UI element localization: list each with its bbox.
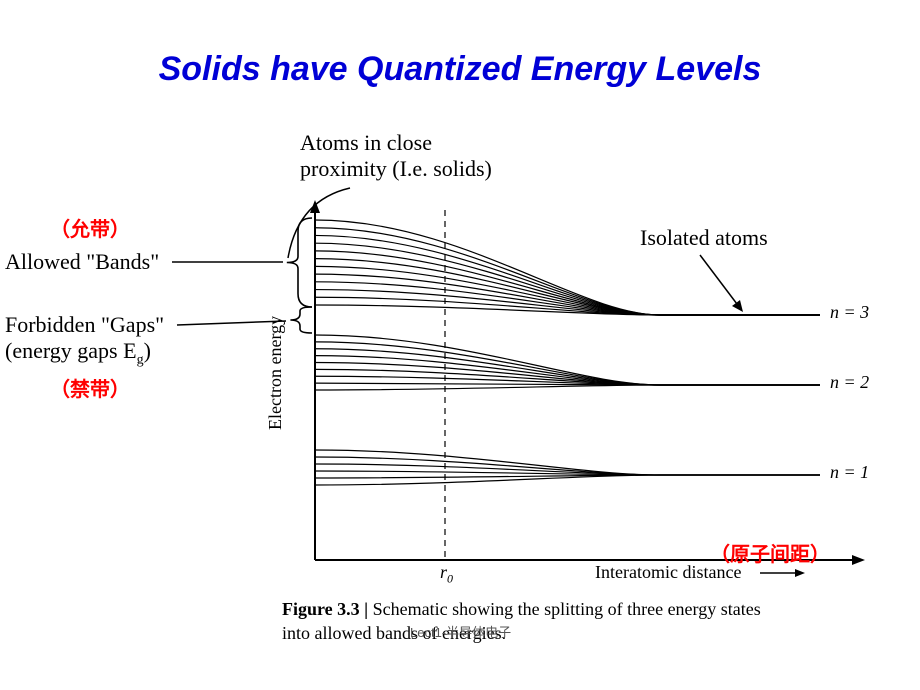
- forbidden-zh-text: （禁带）: [50, 379, 130, 401]
- r0-sub: 0: [447, 572, 453, 586]
- footer-strike-text: Lect1-半导体电子: [410, 625, 511, 640]
- distance-zh-text: （原子间距）: [710, 544, 830, 566]
- atoms-proximity-label: Atoms in close proximity (I.e. solids): [300, 130, 492, 182]
- y-axis-text: Electron energy: [265, 316, 285, 430]
- distance-zh-label: （原子间距）: [710, 538, 830, 567]
- y-axis-label: Electron energy: [265, 316, 286, 430]
- n1-text: n = 1: [830, 462, 869, 482]
- forbidden-l2-wrap: (energy gaps Eg): [5, 338, 164, 368]
- forbidden-zh-label: （禁带）: [50, 373, 130, 402]
- caption-t1: Schematic showing the splitting of three…: [368, 599, 761, 619]
- allowed-bands-text: Allowed "Bands": [5, 249, 159, 274]
- r0-label: r0: [440, 562, 453, 587]
- r0-text: r: [440, 562, 447, 582]
- n3-label: n = 3: [830, 302, 869, 323]
- allowed-zh-text: （允带）: [50, 219, 130, 241]
- isolated-atoms-text: Isolated atoms: [640, 225, 768, 250]
- forbidden-gaps-label: Forbidden "Gaps" (energy gaps Eg): [5, 312, 164, 368]
- caption-t2: into allowed bands of energies.: [282, 621, 761, 645]
- n3-text: n = 3: [830, 302, 869, 322]
- title-text: Solids have Quantized Energy Levels: [159, 50, 762, 88]
- forbidden-l2: (energy gaps E: [5, 338, 137, 363]
- page-title: Solids have Quantized Energy Levels: [0, 50, 920, 89]
- n1-label: n = 1: [830, 462, 869, 483]
- figure-caption: Figure 3.3 | Schematic showing the split…: [282, 597, 761, 646]
- atoms-proximity-l1: Atoms in close: [300, 130, 492, 156]
- isolated-atoms-label: Isolated atoms: [640, 225, 768, 251]
- caption-line1: Figure 3.3 | Schematic showing the split…: [282, 597, 761, 621]
- allowed-zh-label: （允带）: [50, 213, 130, 242]
- diagram-container: Atoms in close proximity (I.e. solids) I…: [40, 130, 890, 660]
- n2-label: n = 2: [830, 372, 869, 393]
- energy-band-diagram: [40, 130, 890, 600]
- footer-strike: Lect1-半导体电子: [410, 622, 511, 641]
- atoms-proximity-l2: proximity (I.e. solids): [300, 156, 492, 182]
- n2-text: n = 2: [830, 372, 869, 392]
- forbidden-end: ): [144, 338, 151, 363]
- caption-label: Figure 3.3 |: [282, 599, 368, 619]
- forbidden-sub: g: [137, 352, 144, 367]
- forbidden-l1: Forbidden "Gaps": [5, 312, 164, 338]
- allowed-bands-label: Allowed "Bands": [5, 249, 159, 275]
